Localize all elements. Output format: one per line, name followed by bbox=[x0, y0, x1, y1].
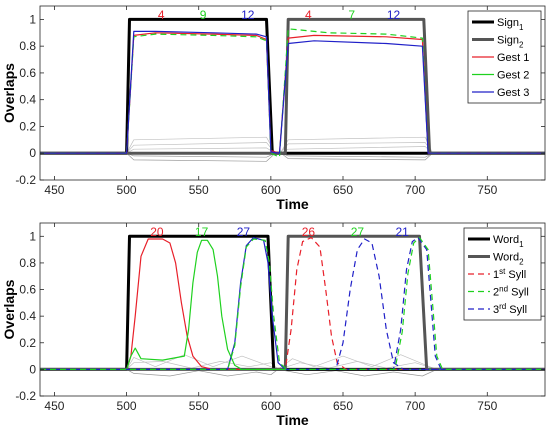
legend-entry-5: 3rd Syll bbox=[493, 302, 527, 316]
y-tick-label: 0.4 bbox=[19, 93, 36, 107]
data-label: 4 bbox=[305, 8, 312, 22]
legend-sup: rd bbox=[499, 302, 506, 311]
plot-area bbox=[40, 6, 545, 180]
legend-label: 2 bbox=[493, 287, 499, 299]
data-label: 4 bbox=[158, 8, 165, 22]
series-line-2 bbox=[40, 369, 545, 377]
x-tick-label: 650 bbox=[333, 399, 353, 413]
series-line-12 bbox=[40, 237, 545, 370]
x-tick-label: 450 bbox=[44, 399, 64, 413]
x-tick-label: 600 bbox=[261, 183, 281, 197]
legend-sup: nd bbox=[499, 285, 508, 294]
y-axis-label: Overlaps bbox=[1, 279, 17, 339]
y-tick-label: 0.6 bbox=[19, 283, 36, 297]
legend-tail: Syll bbox=[505, 269, 526, 281]
legend-entry-5: Gest 3 bbox=[497, 87, 529, 99]
y-tick-label: 0.2 bbox=[19, 119, 36, 133]
series-group bbox=[40, 17, 545, 162]
legend-sub: 2 bbox=[519, 258, 524, 267]
data-label: 20 bbox=[150, 225, 164, 239]
data-label: 7 bbox=[348, 8, 355, 22]
y-tick-label: -0.2 bbox=[15, 389, 36, 403]
data-label: 12 bbox=[241, 8, 255, 22]
legend-label: Gest 2 bbox=[497, 70, 529, 82]
chart-panel-2: 450 500 550 600 650 700 750 -0.2 0 0.2 0.4 0.6 0.8 1 T… bbox=[1, 222, 546, 428]
y-tick-label: 1 bbox=[29, 12, 36, 26]
x-tick-label: 500 bbox=[117, 183, 137, 197]
x-tick-label: 500 bbox=[117, 399, 137, 413]
data-label: 26 bbox=[302, 225, 316, 239]
x-axis-label: Time bbox=[276, 196, 309, 212]
data-label: 12 bbox=[387, 8, 401, 22]
legend-label: Word bbox=[493, 252, 519, 264]
y-tick-label: 0.8 bbox=[19, 39, 36, 53]
data-label: 27 bbox=[237, 225, 251, 239]
legend-entry-2: Word2 bbox=[493, 252, 524, 267]
legend-sub: 1 bbox=[519, 23, 524, 32]
legend-sub: 1 bbox=[519, 240, 524, 249]
series-line-5 bbox=[40, 238, 545, 370]
data-label: 21 bbox=[395, 225, 409, 239]
data-label: 17 bbox=[195, 225, 209, 239]
legend-label: Word bbox=[493, 234, 519, 246]
legend-tail: Syll bbox=[508, 287, 529, 299]
x-axis-label: Time bbox=[276, 412, 309, 428]
chart-panel-1: 450 500 550 600 650 700 750 -0.2 0 0.2 0.4 0.6 0.8 1 T… bbox=[1, 5, 546, 212]
legend-entry-3: Gest 1 bbox=[497, 52, 529, 64]
legend-label: 1 bbox=[493, 269, 499, 281]
axes-box bbox=[39, 222, 546, 397]
x-tick-label: 550 bbox=[189, 399, 209, 413]
legend-label: Gest 1 bbox=[497, 52, 529, 64]
x-tick-label: 450 bbox=[44, 183, 64, 197]
legend-entry-1: Sign1 bbox=[497, 17, 524, 32]
x-tick-label: 750 bbox=[477, 183, 497, 197]
series-line-11 bbox=[40, 237, 545, 370]
x-tick-label: 650 bbox=[333, 183, 353, 197]
y-tick-label: 0 bbox=[29, 146, 36, 160]
y-tick-label: -0.2 bbox=[15, 173, 36, 187]
legend-sup: st bbox=[499, 267, 506, 276]
legend-entry-2: Sign2 bbox=[497, 35, 524, 50]
legend-entry-1: Word1 bbox=[493, 234, 524, 249]
axes-box bbox=[39, 5, 546, 181]
series-line-10 bbox=[40, 238, 545, 370]
x-tick-label: 550 bbox=[189, 183, 209, 197]
legend-sub: 2 bbox=[519, 41, 524, 50]
x-tick-label: 750 bbox=[477, 399, 497, 413]
y-tick-label: 0.4 bbox=[19, 309, 36, 323]
series-line-9 bbox=[40, 30, 545, 154]
legend-label: Sign bbox=[497, 17, 519, 29]
data-label: 27 bbox=[351, 225, 365, 239]
legend-label: Sign bbox=[497, 35, 519, 47]
y-tick-label: 0.8 bbox=[19, 256, 36, 270]
x-tick-label: 700 bbox=[405, 183, 425, 197]
y-tick-label: 1 bbox=[29, 229, 36, 243]
series-group bbox=[40, 234, 545, 377]
y-axis-label: Overlaps bbox=[1, 63, 17, 123]
legend-tail: Syll bbox=[506, 304, 527, 316]
data-label: 9 bbox=[200, 8, 207, 22]
x-tick-label: 600 bbox=[261, 399, 281, 413]
series-line-8 bbox=[40, 28, 545, 158]
legend-entry-4: 2nd Syll bbox=[493, 285, 529, 299]
series-line-9 bbox=[40, 237, 545, 370]
y-tick-label: 0 bbox=[29, 362, 36, 376]
legend-label: Gest 3 bbox=[497, 87, 529, 99]
y-tick-label: 0.6 bbox=[19, 66, 36, 80]
legend-entry-4: Gest 2 bbox=[497, 70, 529, 82]
legend-box bbox=[463, 227, 542, 321]
series-line-6 bbox=[40, 239, 545, 370]
series-line-7 bbox=[40, 237, 545, 370]
x-tick-label: 700 bbox=[405, 399, 425, 413]
y-tick-label: 0.2 bbox=[19, 336, 36, 350]
legend-entry-3: 1st Syll bbox=[493, 267, 526, 281]
legend-label: 3 bbox=[493, 304, 499, 316]
